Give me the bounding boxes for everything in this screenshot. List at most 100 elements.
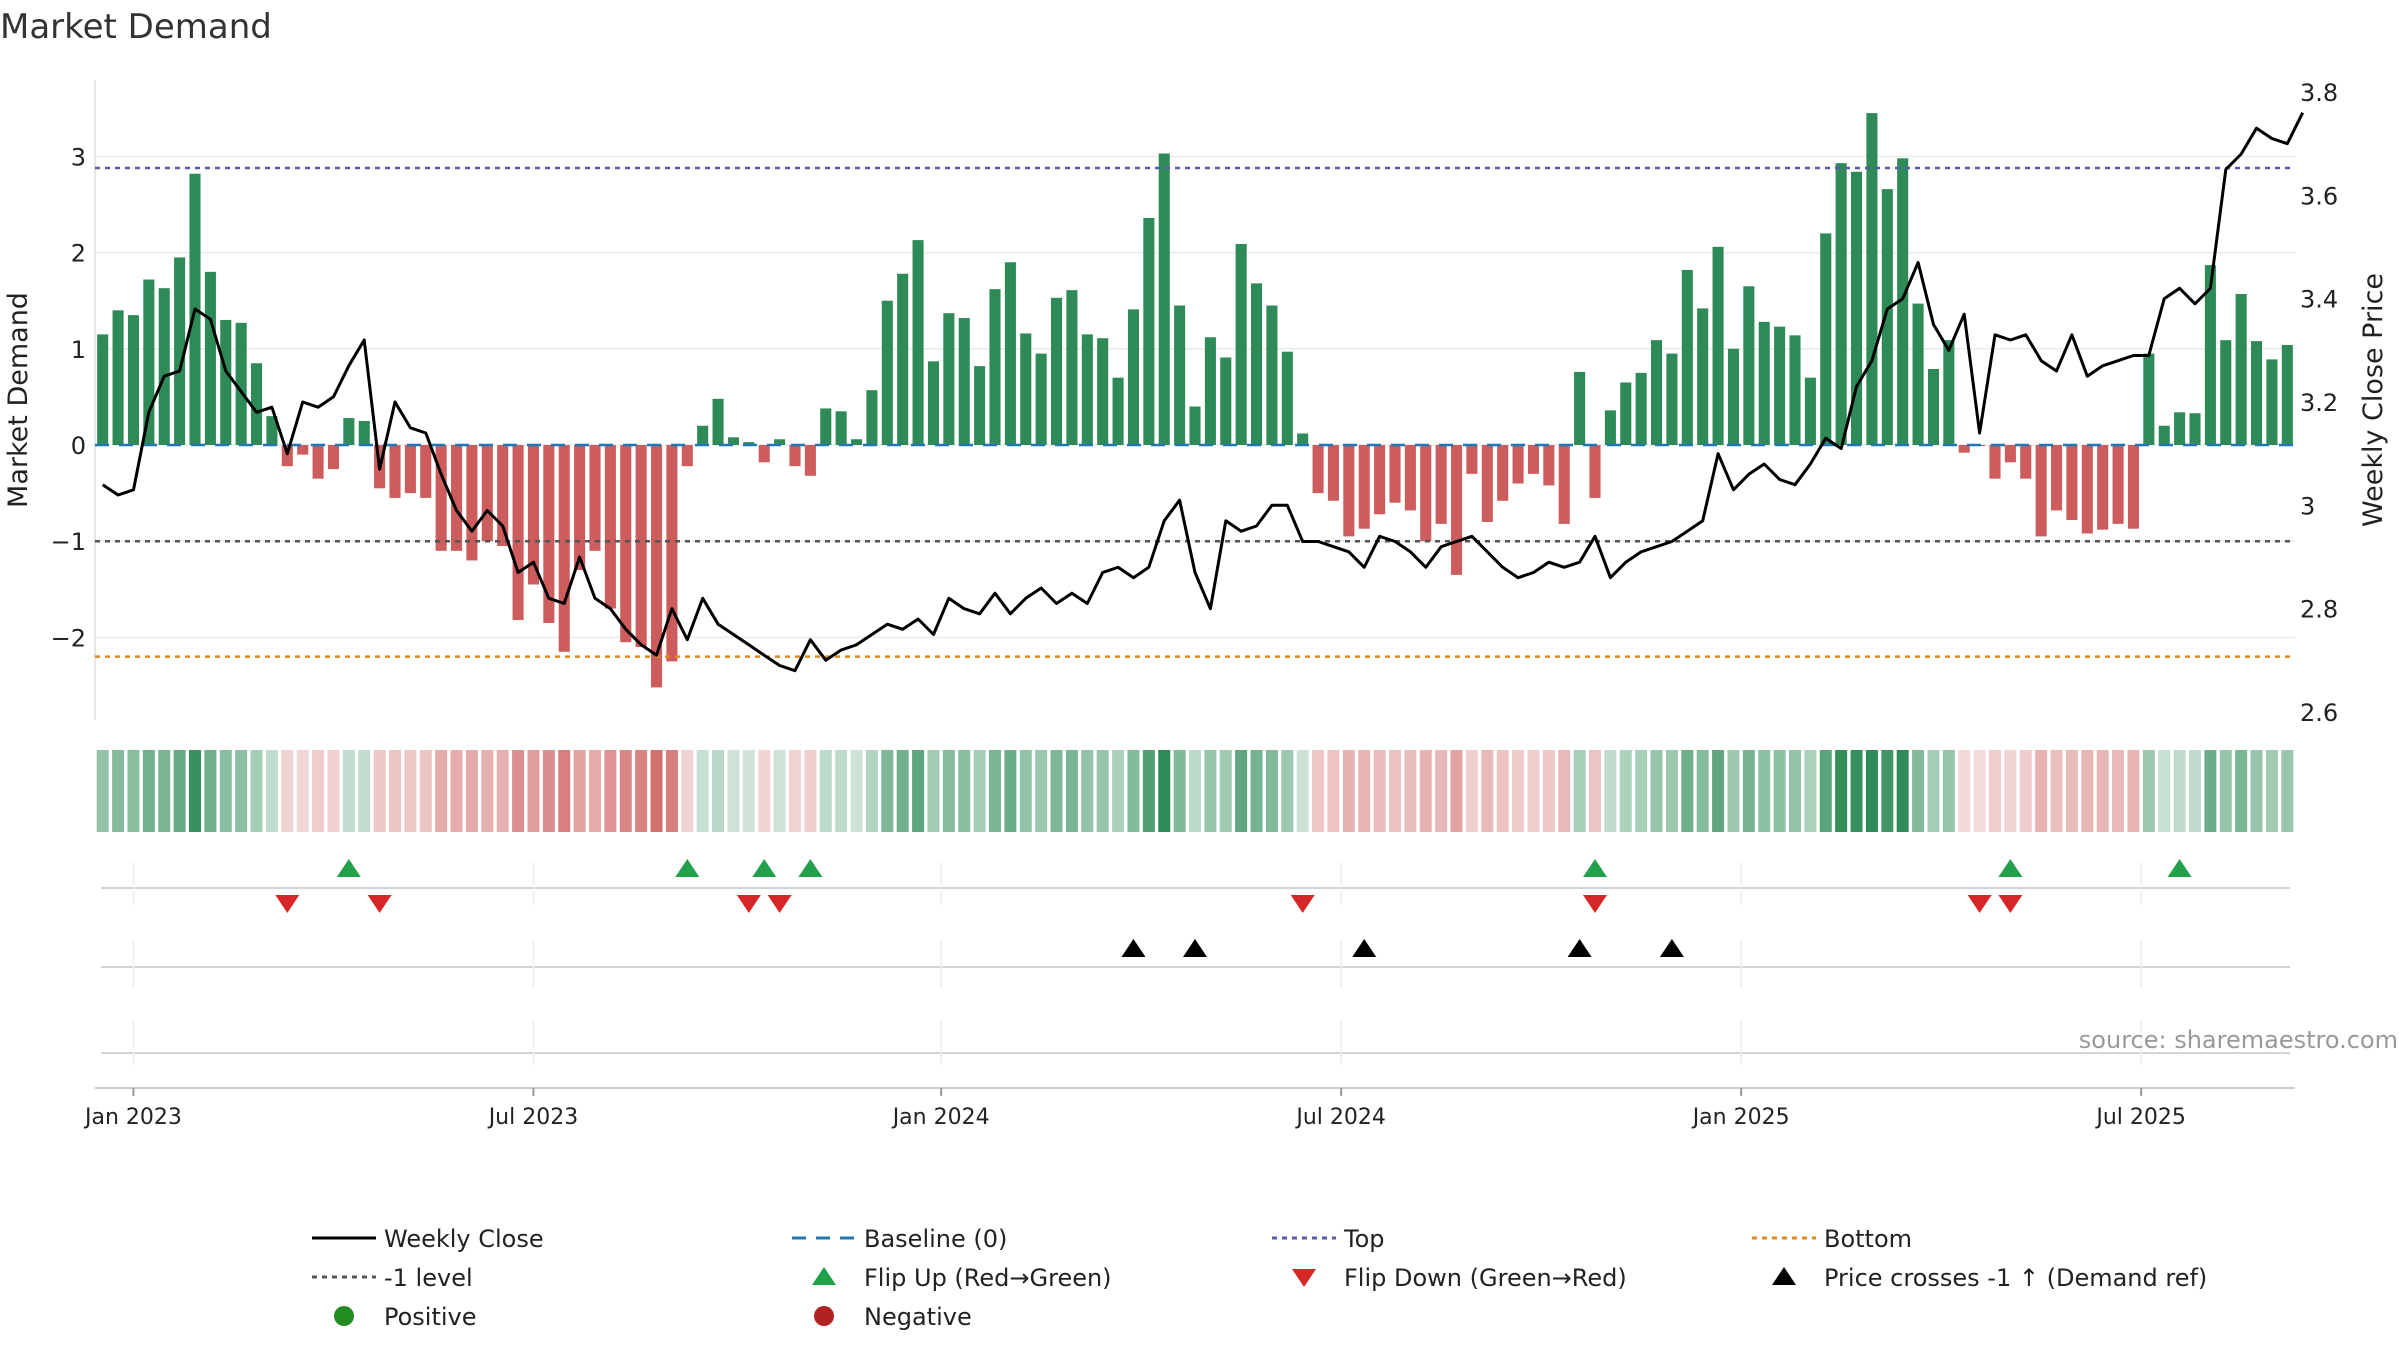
right-tick-label: 3.6 <box>2300 182 2338 210</box>
demand-bar <box>1497 445 1509 501</box>
right-tick-label: 3.2 <box>2300 389 2338 417</box>
left-tick-label: 2 <box>71 240 86 268</box>
flip-down-marker <box>736 895 761 913</box>
demand-bar <box>2266 359 2278 445</box>
heat-cell <box>1835 750 1848 832</box>
demand-heat-strip <box>96 750 2294 832</box>
heat-cell <box>204 750 217 832</box>
heat-cell <box>1081 750 1094 832</box>
demand-bar <box>2127 445 2139 529</box>
legend-symbol <box>1292 1269 1316 1287</box>
demand-bar <box>2020 445 2032 479</box>
heat-cell <box>1296 750 1309 832</box>
heat-cell <box>527 750 540 832</box>
heat-cell <box>1573 750 1586 832</box>
demand-bar <box>912 240 924 445</box>
demand-bar <box>635 445 647 648</box>
flip-down-marker <box>1967 895 1992 913</box>
heat-cell <box>435 750 448 832</box>
flip-up-marker <box>2167 859 2192 877</box>
heat-cell <box>2127 750 2140 832</box>
heat-cell <box>989 750 1001 832</box>
demand-bar <box>1574 371 1586 445</box>
demand-bar <box>1758 321 1770 445</box>
flip-up-marker <box>1998 859 2023 877</box>
right-tick-label: 3.4 <box>2300 286 2338 314</box>
heat-cell <box>2189 750 2201 832</box>
demand-bar <box>1697 308 1709 445</box>
heat-cell <box>1035 750 1048 832</box>
demand-bar <box>1712 246 1724 445</box>
demand-bar <box>158 288 170 445</box>
heat-cell <box>850 750 863 832</box>
right-tick-label: 2.8 <box>2300 596 2338 624</box>
demand-bar <box>297 445 309 455</box>
demand-bar <box>2251 341 2263 445</box>
demand-bar <box>697 425 709 445</box>
flip-down-marker <box>275 895 300 913</box>
demand-bar <box>881 300 893 445</box>
heat-cell <box>1465 750 1478 832</box>
heat-cell <box>250 750 263 832</box>
heat-cell <box>1819 750 1832 832</box>
heat-cell <box>1989 750 2001 832</box>
heat-cell <box>927 750 940 832</box>
demand-bar <box>2143 353 2155 445</box>
demand-bar <box>2204 265 2216 445</box>
heat-cell <box>973 750 986 832</box>
demand-bar <box>1297 433 1309 445</box>
demand-bar <box>266 416 278 445</box>
x-tick-label: Jan 2023 <box>83 1105 182 1130</box>
demand-bar <box>420 445 432 498</box>
demand-bar <box>1897 158 1909 445</box>
heat-cell <box>450 750 463 832</box>
demand-bar <box>2158 425 2170 445</box>
demand-bar <box>204 271 216 445</box>
heat-cell <box>358 750 371 832</box>
demand-bar <box>666 445 678 662</box>
demand-bar <box>481 445 493 542</box>
demand-bar <box>589 445 601 551</box>
heat-cell <box>542 750 555 832</box>
demand-bar <box>2189 413 2201 445</box>
x-tick-label: Jul 2025 <box>2094 1105 2186 1130</box>
price-cross-marker <box>1659 939 1684 957</box>
heat-cell <box>1942 750 1955 832</box>
legend-label: Flip Up (Red→Green) <box>864 1264 1112 1292</box>
price-cross-marker <box>1121 939 1146 957</box>
demand-bar <box>1743 286 1755 445</box>
heat-cell <box>912 750 925 832</box>
demand-bar <box>235 322 247 445</box>
heat-cell <box>604 750 617 832</box>
heat-cell <box>2096 750 2109 832</box>
heat-cell <box>327 750 340 832</box>
heat-cell <box>281 750 294 832</box>
heat-cell <box>1419 750 1432 832</box>
heat-cell <box>2158 750 2171 832</box>
right-axis-ticks: 2.6 2.8 3 3.2 3.4 3.6 3.8 <box>2300 79 2338 727</box>
legend-symbol <box>1772 1267 1796 1285</box>
legend: Weekly Close Baseline (0) Top Bottom -1 leve… <box>312 1225 2207 1331</box>
heat-cell <box>142 750 155 832</box>
demand-bar <box>2174 412 2186 445</box>
heat-cell <box>665 750 678 832</box>
heat-cell <box>1112 750 1125 832</box>
heat-cell <box>296 750 309 832</box>
x-axis: Jan 2023 Jul 2023 Jan 2024 Jul 2024 Jan 2025… <box>83 1087 2295 1130</box>
demand-bar <box>497 445 509 547</box>
demand-bar <box>574 445 586 571</box>
heat-cell <box>789 750 801 832</box>
demand-bar <box>1851 171 1863 446</box>
heat-cell <box>742 750 755 832</box>
legend-label: Flip Down (Green→Red) <box>1344 1264 1627 1292</box>
demand-bar <box>804 445 816 476</box>
x-tick-label: Jul 2024 <box>1294 1105 1386 1130</box>
demand-bar <box>174 257 186 445</box>
demand-bar <box>1604 410 1616 445</box>
demand-bar <box>1881 189 1893 445</box>
heat-cell <box>1373 750 1386 832</box>
heat-cell <box>2204 750 2217 832</box>
demand-bar <box>1266 305 1278 445</box>
heat-cell <box>573 750 586 832</box>
